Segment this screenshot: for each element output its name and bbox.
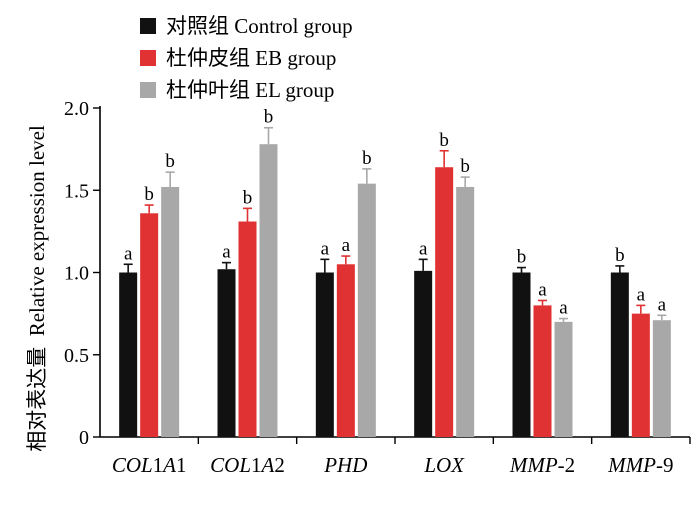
bar <box>652 320 671 437</box>
significance-label: b <box>362 148 372 169</box>
legend-label: 杜仲皮组 EB group <box>166 46 336 70</box>
bar <box>217 269 236 437</box>
bar <box>631 313 650 437</box>
significance-label: b <box>615 245 625 266</box>
legend-swatch <box>140 50 156 66</box>
significance-label: a <box>559 298 568 319</box>
legend-label: 杜仲叶组 EL group <box>166 78 334 102</box>
legend-label: 对照组 Control group <box>166 14 353 38</box>
significance-label: a <box>538 279 547 300</box>
bar <box>610 272 629 437</box>
bar <box>259 144 278 437</box>
bar <box>414 270 433 437</box>
significance-label: a <box>658 294 667 315</box>
x-category-label: MMP-9 <box>607 453 673 477</box>
y-tick-label: 2.0 <box>64 98 89 120</box>
bar <box>435 167 454 437</box>
bar <box>533 305 552 437</box>
bar <box>357 183 376 437</box>
significance-label: a <box>419 238 428 259</box>
y-tick-label: 1.5 <box>64 180 89 202</box>
significance-label: b <box>165 151 175 172</box>
bar <box>238 221 257 437</box>
significance-label: a <box>637 284 646 305</box>
bar <box>512 272 531 437</box>
bar <box>161 186 180 437</box>
y-tick-label: 0 <box>79 427 89 449</box>
y-tick-label: 1.0 <box>64 263 89 285</box>
x-category-label: MMP-2 <box>509 453 575 477</box>
significance-label: a <box>342 235 351 256</box>
significance-label: b <box>144 184 154 205</box>
x-category-label: LOX <box>423 453 465 477</box>
significance-label: a <box>222 242 231 263</box>
significance-label: b <box>243 187 253 208</box>
significance-label: b <box>264 107 274 128</box>
significance-label: a <box>321 238 330 259</box>
y-axis-label: 相对表达量 Relative expression level <box>25 125 49 452</box>
significance-label: b <box>460 156 470 177</box>
bar <box>119 272 138 437</box>
x-category-label: PHD <box>323 453 367 477</box>
significance-label: b <box>439 130 449 151</box>
bar <box>456 186 475 437</box>
x-category-label: COL1A2 <box>210 453 285 477</box>
bar <box>336 264 355 437</box>
significance-label: b <box>517 247 527 268</box>
y-tick-label: 0.5 <box>64 345 89 367</box>
significance-label: a <box>124 243 133 264</box>
bar <box>315 272 334 437</box>
x-category-label: COL1A1 <box>112 453 187 477</box>
bar <box>554 321 573 437</box>
bar <box>140 213 159 437</box>
legend-swatch <box>140 18 156 34</box>
legend-swatch <box>140 82 156 98</box>
